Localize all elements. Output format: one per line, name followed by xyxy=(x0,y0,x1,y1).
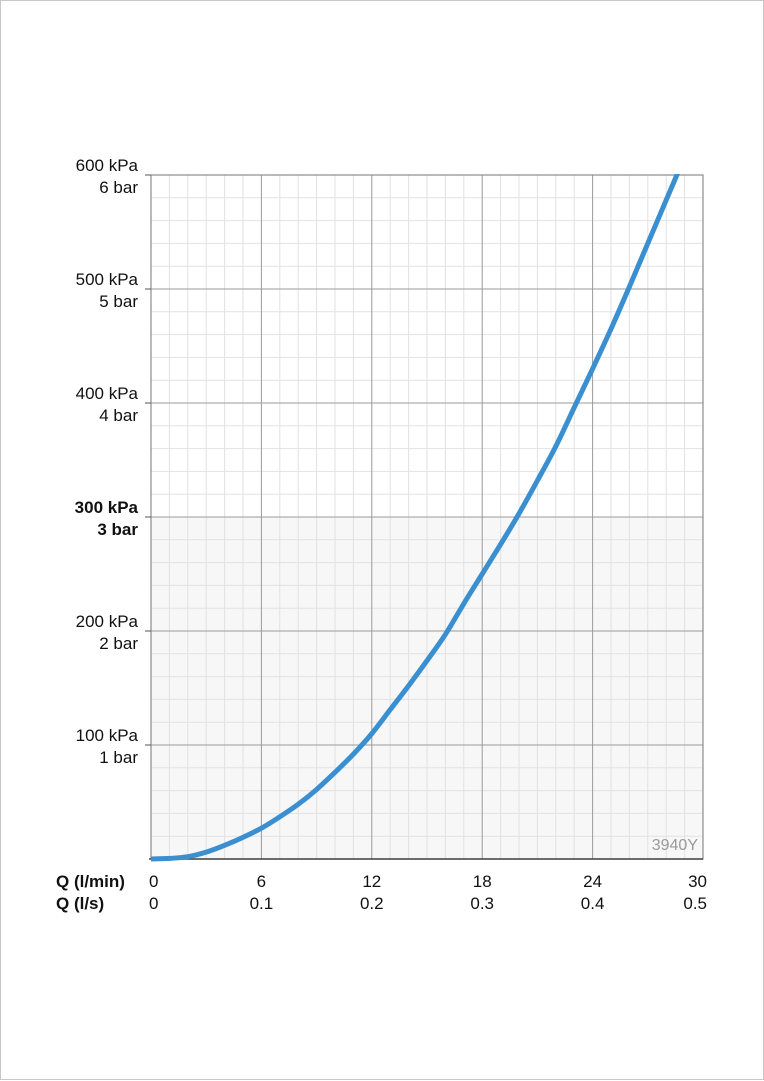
x-secondary-tick-label: 0.1 xyxy=(250,894,274,913)
y-tick-label-bar: 2 bar xyxy=(99,634,138,653)
y-tick-label-bar: 3 bar xyxy=(97,520,138,539)
y-tick-label-kpa: 200 kPa xyxy=(76,612,139,631)
x-tick-label: 24 xyxy=(583,872,602,891)
x-tick-label: 30 xyxy=(688,872,707,891)
series-line-0 xyxy=(151,174,680,862)
x-axis-label-secondary: Q (l/s) xyxy=(56,894,104,913)
y-tick-label-kpa: 500 kPa xyxy=(76,270,139,289)
x-axis-label-primary: Q (l/min) xyxy=(56,872,125,891)
y-tick-label-kpa: 400 kPa xyxy=(76,384,139,403)
x-tick-label: 6 xyxy=(257,872,266,891)
y-tick-label-kpa: 300 kPa xyxy=(75,498,139,517)
x-secondary-tick-label: 0.4 xyxy=(581,894,605,913)
x-tick-label: 0 xyxy=(149,872,158,891)
x-secondary-tick-label: 0 xyxy=(149,894,158,913)
y-tick-label-kpa: 600 kPa xyxy=(76,156,139,175)
x-tick-label: 12 xyxy=(362,872,381,891)
y-tick-label-bar: 6 bar xyxy=(99,178,138,197)
y-tick-label-kpa: 100 kPa xyxy=(76,726,139,745)
y-tick-label-bar: 4 bar xyxy=(99,406,138,425)
x-secondary-tick-label: 0.5 xyxy=(683,894,707,913)
x-secondary-tick-label: 0.2 xyxy=(360,894,384,913)
x-tick-label: 18 xyxy=(473,872,492,891)
watermark-label: 3940Y xyxy=(652,837,699,854)
x-secondary-tick-label: 0.3 xyxy=(470,894,494,913)
y-tick-label-bar: 5 bar xyxy=(99,292,138,311)
y-tick-label-bar: 1 bar xyxy=(99,748,138,767)
